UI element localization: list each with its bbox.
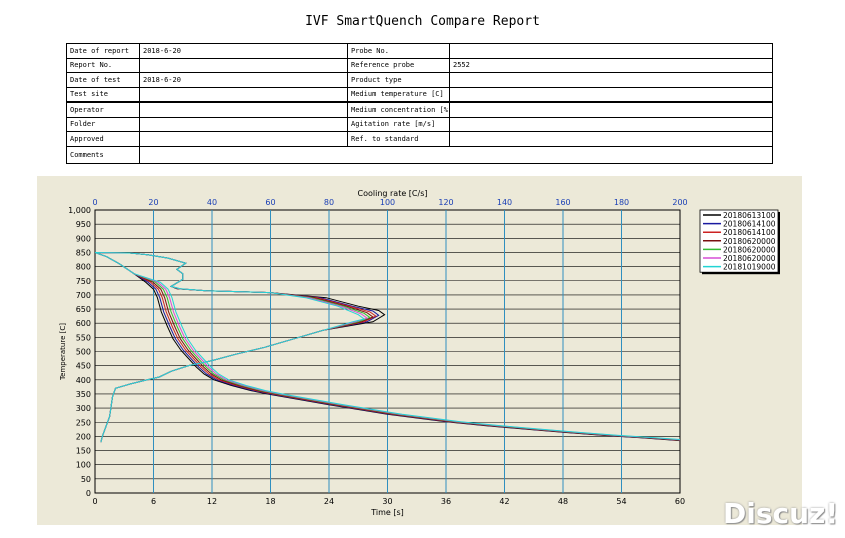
info-label: Date of test (66, 72, 140, 88)
info-label: Medium temperature [C] (347, 86, 450, 103)
y-tick-label: 1,000 (68, 206, 91, 215)
x2-tick-label: 0 (92, 198, 97, 207)
x2-tick-label: 100 (380, 198, 395, 207)
legend-label: 20180620000 (723, 245, 776, 254)
legend-label: 20180614100 (723, 228, 776, 237)
y-tick-label: 150 (76, 447, 91, 456)
x-tick-label: 60 (675, 497, 685, 506)
x2-tick-label: 140 (497, 198, 512, 207)
info-label: Approved (66, 131, 140, 147)
y-tick-label: 800 (76, 263, 91, 272)
info-label: Date of report (66, 43, 140, 59)
info-row: Comments (66, 145, 773, 164)
y-tick-label: 0 (86, 489, 91, 498)
chart-panel: 0 50 100 150 200 250 300 350 400 450 500 550 600 650 7… (37, 176, 802, 525)
info-value (139, 116, 348, 132)
x-tick-label: 6 (151, 497, 156, 506)
info-value: 2018-6-20 (139, 72, 348, 88)
y-axis-label: Temperature [C] (59, 323, 67, 381)
y-tick-label: 600 (76, 319, 91, 328)
y-tick-label: 500 (76, 348, 91, 357)
x2-tick-label: 180 (614, 198, 629, 207)
x2-tick-label: 20 (148, 198, 158, 207)
x2-tick-label: 120 (438, 198, 453, 207)
y-tick-label: 450 (76, 362, 91, 371)
info-label: Reference probe (347, 57, 450, 73)
y-tick-label: 850 (76, 248, 91, 257)
y-tick-label: 700 (76, 291, 91, 300)
info-row: Folder Agitation rate [m/s] (66, 116, 773, 132)
y-tick-label: 200 (76, 432, 91, 441)
info-label: Medium concentration [%] (347, 101, 450, 118)
series-rate-line (95, 252, 366, 443)
info-row: Report No. Reference probe 2552 (66, 57, 773, 73)
x2-tick-label: 60 (265, 198, 275, 207)
series-time-line (95, 252, 680, 441)
y-tick-label: 650 (76, 305, 91, 314)
report-title: IVF SmartQuench Compare Report (305, 14, 540, 29)
y-tick-label: 350 (76, 390, 91, 399)
report-info-table: Date of report 2018-6-20 Probe No. Report N… (66, 43, 773, 164)
info-label: Ref. to standard (347, 131, 450, 147)
y-tick-label: 550 (76, 333, 91, 342)
info-value (449, 131, 773, 147)
info-label: Report No. (66, 57, 140, 73)
x-tick-label: 54 (616, 497, 626, 506)
legend-label: 20180620000 (723, 237, 776, 246)
info-row: Approved Ref. to standard (66, 131, 773, 147)
x-tick-label: 48 (558, 497, 568, 506)
info-value (449, 72, 773, 88)
info-value (139, 57, 348, 73)
info-label: Test site (66, 86, 140, 103)
y-tick-label: 400 (76, 376, 91, 385)
info-label: Product type (347, 72, 450, 88)
x-tick-label: 30 (382, 497, 392, 506)
info-value (449, 101, 773, 118)
y-tick-label: 250 (76, 418, 91, 427)
info-label: Comments (66, 145, 140, 164)
x2-tick-label: 80 (324, 198, 334, 207)
info-row: Date of report 2018-6-20 Probe No. (66, 43, 773, 59)
x2-axis-label: Cooling rate [C/s] (358, 189, 428, 198)
info-value (139, 145, 773, 164)
x-tick-label: 0 (92, 497, 97, 506)
x-tick-label: 12 (207, 497, 217, 506)
info-label: Agitation rate [m/s] (347, 116, 450, 132)
legend-label: 20180614100 (723, 220, 776, 229)
info-value: 2018-6-20 (139, 43, 348, 59)
x-tick-label: 24 (324, 497, 334, 506)
watermark: Discuz! (723, 497, 839, 530)
info-value (449, 116, 773, 132)
info-label: Folder (66, 116, 140, 132)
x-axis-label: Time [s] (370, 508, 404, 517)
info-label: Operator (66, 101, 140, 118)
x2-tick-label: 160 (555, 198, 570, 207)
y-tick-label: 300 (76, 404, 91, 413)
legend-label: 20180620000 (723, 254, 776, 263)
info-value (139, 86, 348, 103)
info-value (139, 131, 348, 147)
x-tick-label: 18 (265, 497, 275, 506)
x-tick-label: 36 (441, 497, 451, 506)
y-tick-label: 100 (76, 461, 91, 470)
info-row: Date of test 2018-6-20 Product type (66, 72, 773, 88)
x2-tick-label: 40 (207, 198, 217, 207)
chart: 0501001502002503003504004505005506006507… (59, 189, 780, 517)
x-tick-label: 42 (499, 497, 509, 506)
info-label: Probe No. (347, 43, 450, 59)
info-value (139, 101, 348, 118)
info-value: 2552 (449, 57, 773, 73)
x2-tick-label: 200 (672, 198, 687, 207)
y-tick-label: 950 (76, 220, 91, 229)
legend-label: 20181019000 (723, 263, 776, 272)
info-row: Test site Medium temperature [C] (66, 86, 773, 103)
info-row: Operator Medium concentration [%] (66, 101, 773, 118)
y-tick-label: 50 (81, 475, 91, 484)
series-group (95, 252, 680, 443)
y-tick-label: 900 (76, 234, 91, 243)
legend-label: 20180613100 (723, 211, 776, 220)
y-tick-label: 750 (76, 277, 91, 286)
info-value (449, 43, 773, 59)
info-value (449, 86, 773, 103)
